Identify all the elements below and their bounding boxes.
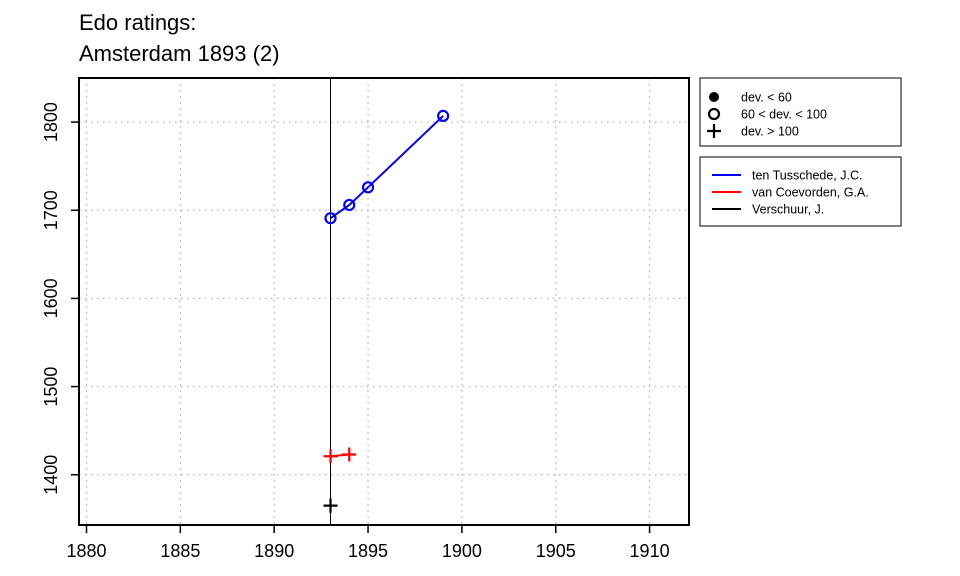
legend-label: Verschuur, J. [752, 203, 824, 217]
deviation-legend-box [699, 77, 902, 147]
y-tick-label: 1800 [41, 102, 61, 142]
data-point [437, 109, 450, 123]
series-legend: ten Tusschede, J.C. van Coevorden, G.A. Ve… [699, 156, 902, 227]
legend-marker [707, 107, 721, 121]
data-point [361, 181, 375, 194]
y-tick-label: 1600 [41, 278, 61, 318]
data-point [342, 447, 357, 462]
series-1 [323, 447, 357, 464]
plot-frame [78, 77, 690, 526]
y-tick-label: 1700 [41, 190, 61, 230]
y-tick-label: 1500 [41, 367, 61, 407]
x-tick-label: 1910 [630, 541, 670, 561]
legend-label: 60 < dev. < 100 [741, 108, 827, 122]
grid-lines [79, 78, 689, 525]
deviation-legend: dev. < 60 60 < dev. < 100 dev. > 100 [699, 77, 902, 147]
series-0 [324, 109, 450, 225]
legend-label: dev. > 100 [741, 125, 799, 139]
data-point [343, 198, 356, 212]
chart-title-line-1: Edo ratings: [79, 10, 197, 35]
x-tick-label: 1905 [536, 541, 576, 561]
x-tick-label: 1885 [160, 541, 200, 561]
x-tick-label: 1895 [348, 541, 388, 561]
y-tick-label: 1400 [41, 455, 61, 495]
legend-label: van Coevorden, G.A. [752, 186, 869, 200]
x-tick-label: 1880 [66, 541, 106, 561]
series-line [329, 115, 444, 220]
data-point [323, 449, 338, 464]
x-tick-label: 1900 [442, 541, 482, 561]
series-2 [323, 498, 338, 513]
x-tick-label: 1890 [254, 541, 294, 561]
chart-title-line-2: Amsterdam 1893 (2) [79, 41, 280, 66]
legend-label: ten Tusschede, J.C. [752, 169, 862, 183]
data-point [323, 498, 338, 513]
legend-marker [709, 92, 719, 102]
legend-label: dev. < 60 [741, 91, 792, 105]
data-point [324, 212, 337, 225]
legend-marker [707, 124, 721, 138]
